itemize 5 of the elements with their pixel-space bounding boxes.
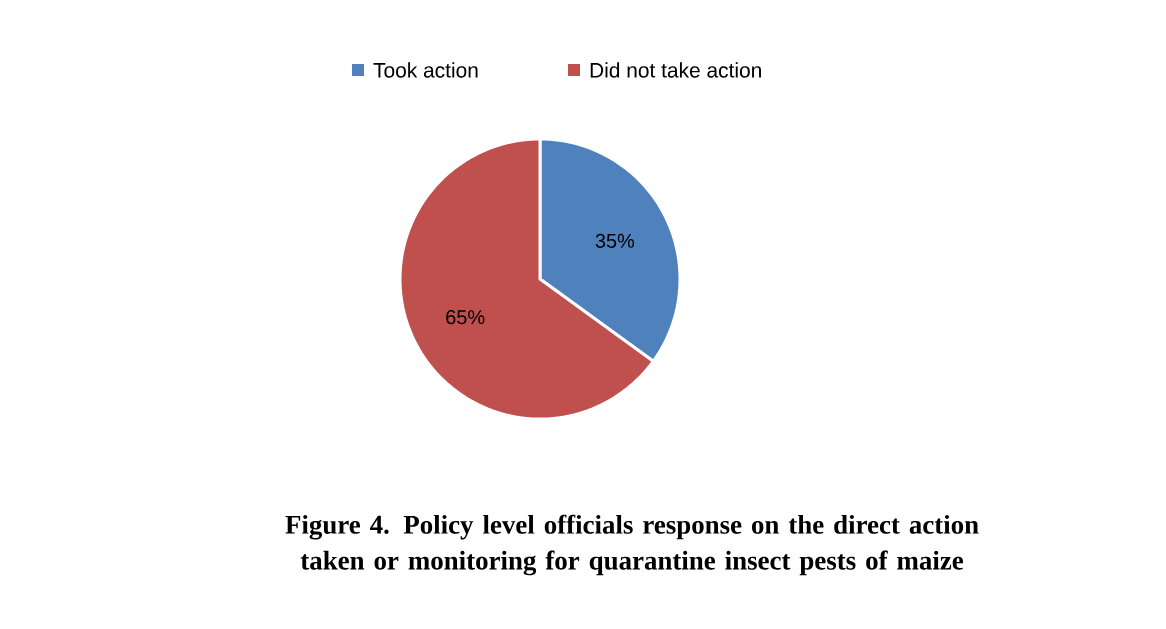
data-label: 35% <box>595 233 635 248</box>
legend-label: Took action <box>373 62 478 78</box>
legend-label: Did not take action <box>590 62 761 78</box>
text: Figure 4. Policy level officials response on the direct action taken or monitoring for quarantine insect pests of maize <box>285 514 979 576</box>
data-label: 65% <box>446 310 485 325</box>
